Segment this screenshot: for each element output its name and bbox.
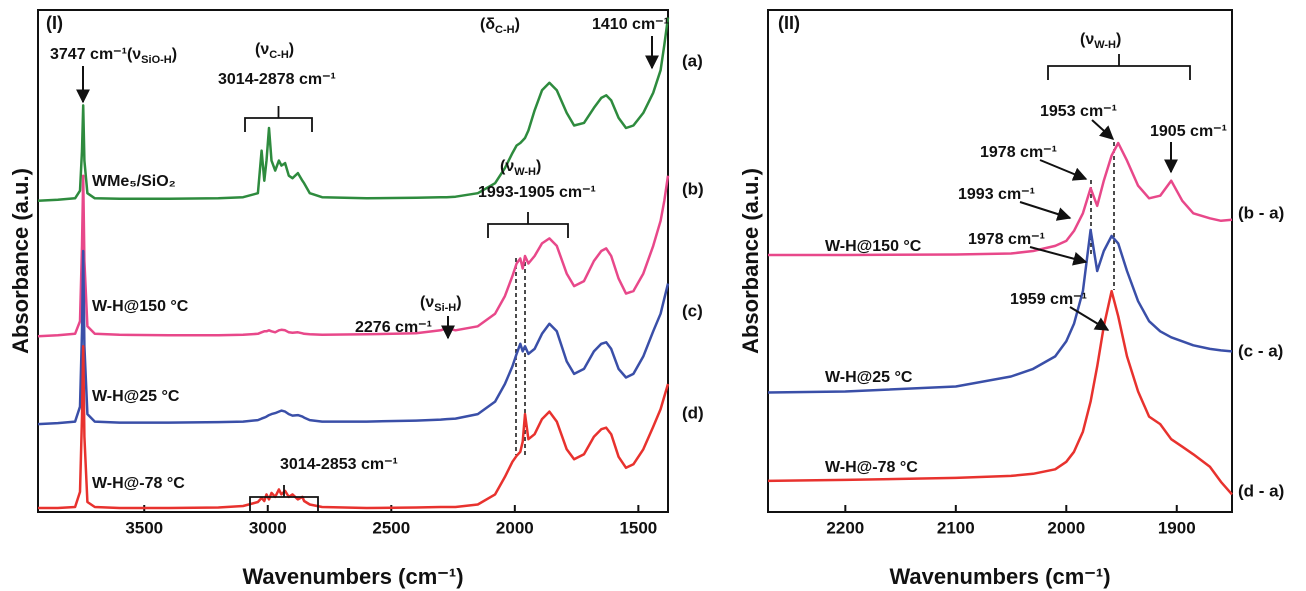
spectrum-line: [37, 17, 670, 203]
spectrum-line: [37, 174, 670, 338]
annotation: (νC-H): [255, 41, 294, 61]
annotation: 1959 cm⁻¹: [1010, 291, 1087, 308]
annotation-part: 3014-2853 cm⁻¹: [280, 456, 398, 473]
bracket: [249, 485, 319, 511]
arrow: [1069, 306, 1110, 331]
annotation-part: ): [515, 16, 520, 33]
annotation-part: SiO-H: [141, 54, 172, 66]
annotation-part: 1978 cm⁻¹: [980, 144, 1057, 161]
annotation: 1978 cm⁻¹: [968, 231, 1045, 248]
annotation-part: W-H: [1094, 39, 1116, 51]
series-label: W-H@25 °C: [825, 369, 913, 386]
arrow: [1029, 246, 1088, 266]
annotation: 1953 cm⁻¹: [1040, 103, 1117, 120]
plot-frame: [767, 9, 1233, 513]
annotation-part: 3014-2878 cm⁻¹: [218, 71, 336, 88]
annotation-part: C-H: [495, 24, 515, 36]
series-label: W-H@150 °C: [92, 298, 189, 315]
x-tick-label: 2100: [937, 518, 975, 537]
x-tick-label: 2200: [826, 518, 864, 537]
annotation-part: 1953 cm⁻¹: [1040, 103, 1117, 120]
bracket: [1047, 54, 1191, 80]
series-label: W-H@-78 °C: [825, 459, 918, 476]
series-tag: (c - a): [1238, 341, 1283, 360]
arrow: [1091, 119, 1115, 140]
annotation: (νW-H): [500, 158, 541, 178]
series-tag: (b - a): [1238, 203, 1284, 222]
series-tag: (d): [682, 403, 704, 422]
annotation: 3747 cm⁻¹(νSiO-H): [50, 46, 177, 66]
annotation-part: (ν: [420, 294, 434, 311]
panel-label: (II): [778, 13, 800, 33]
annotation-part: 1959 cm⁻¹: [1010, 291, 1087, 308]
x-axis-label: Wavenumbers (cm⁻¹): [889, 564, 1110, 589]
spectrum-line: [767, 289, 1233, 496]
annotation-part: 1993-1905 cm⁻¹: [478, 184, 596, 201]
y-axis-label: Absorbance (a.u.): [8, 168, 33, 354]
annotation-part: ): [1116, 31, 1121, 48]
annotation-part: 3747 cm⁻¹(ν: [50, 46, 141, 63]
y-axis-label: Absorbance (a.u.): [738, 168, 763, 354]
annotation-part: (ν: [255, 41, 269, 58]
annotation: (νW-H): [1080, 31, 1121, 51]
bracket: [487, 212, 569, 238]
annotation: 1978 cm⁻¹: [980, 144, 1057, 161]
annotation: 1993-1905 cm⁻¹: [478, 184, 596, 201]
spectrum-line: [767, 228, 1233, 394]
annotation: (δC-H): [480, 16, 520, 36]
annotation-part: (ν: [1080, 31, 1094, 48]
annotation: 1905 cm⁻¹: [1150, 123, 1227, 140]
annotation: 1410 cm⁻¹: [592, 16, 669, 33]
x-tick-label: 1900: [1158, 518, 1196, 537]
annotation: 1993 cm⁻¹: [958, 186, 1035, 203]
x-tick-label: 3000: [249, 518, 287, 537]
x-axis-label: Wavenumbers (cm⁻¹): [242, 564, 463, 589]
spectrum-line: [768, 141, 1233, 257]
spectrum-line: [38, 345, 670, 510]
series-tag: (b): [682, 179, 704, 198]
spectrum-line: [37, 249, 670, 426]
annotation-part: ): [456, 294, 461, 311]
annotation-part: (δ: [480, 16, 495, 33]
plot-frame: [37, 9, 669, 513]
annotation-part: W-H: [514, 166, 536, 178]
x-tick-label: 3500: [125, 518, 163, 537]
annotation-part: (ν: [500, 158, 514, 175]
series-label: W-H@150 °C: [825, 238, 922, 255]
panel-label: (I): [46, 13, 63, 33]
arrow: [1039, 159, 1088, 181]
annotation-part: 1905 cm⁻¹: [1150, 123, 1227, 140]
x-tick-label: 1500: [619, 518, 657, 537]
x-tick-label: 2500: [372, 518, 410, 537]
annotation-part: C-H: [269, 49, 289, 61]
bracket: [244, 106, 313, 132]
annotation-part: Si-H: [434, 302, 456, 314]
x-tick-label: 2000: [496, 518, 534, 537]
series-tag: (c): [682, 301, 703, 320]
annotation-part: 1978 cm⁻¹: [968, 231, 1045, 248]
annotation-part: 2276 cm⁻¹: [355, 319, 432, 336]
series-tag: (d - a): [1238, 481, 1284, 500]
series-label: W-H@25 °C: [92, 388, 180, 405]
series-tag: (a): [682, 51, 703, 70]
annotation-part: 1993 cm⁻¹: [958, 186, 1035, 203]
series-label: WMe₅/SiO₂: [92, 173, 176, 190]
annotation: (νSi-H): [420, 294, 462, 314]
series-label: W-H@-78 °C: [92, 475, 185, 492]
annotation-part: ): [536, 158, 541, 175]
annotation: 2276 cm⁻¹: [355, 319, 432, 336]
x-tick-label: 2000: [1047, 518, 1085, 537]
annotation: 3014-2878 cm⁻¹: [218, 71, 336, 88]
arrow: [1019, 201, 1072, 221]
annotation-part: 1410 cm⁻¹: [592, 16, 669, 33]
annotation-part: ): [289, 41, 294, 58]
annotation: 3014-2853 cm⁻¹: [280, 456, 398, 473]
annotation-part: ): [172, 46, 177, 63]
